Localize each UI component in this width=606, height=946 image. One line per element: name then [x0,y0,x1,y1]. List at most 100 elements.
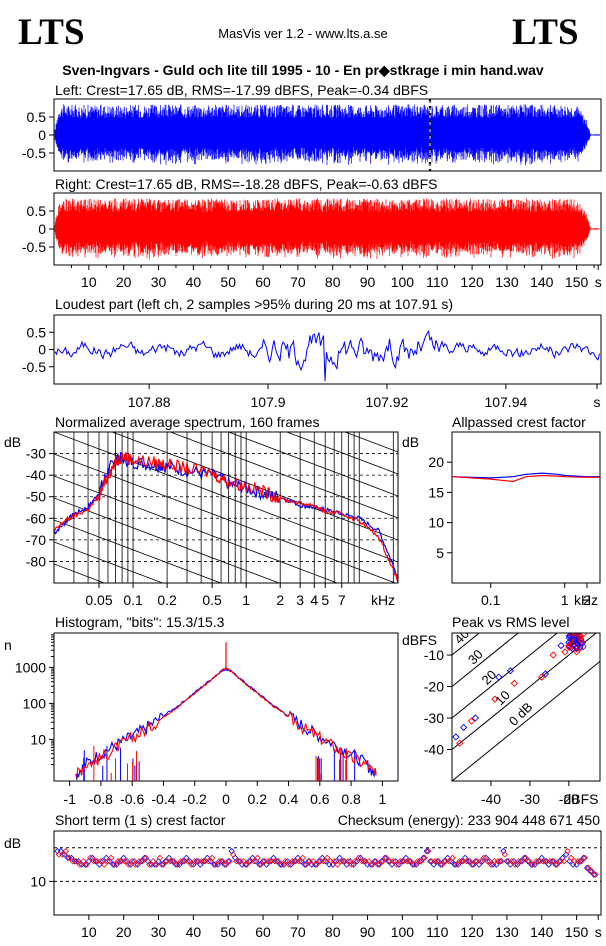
short-crest-point-right [344,858,352,865]
short-crest-point-left [434,858,441,865]
short-crest-point-right [320,858,327,865]
peak-rms-cluster-point [576,639,584,647]
spectrum-xtick-label: 0.2 [157,592,177,608]
short-crest-xtick-label: 150 [565,924,589,940]
short-crest-point-right [351,858,359,865]
short-crest-point-right [226,858,233,865]
short-crest-point-right [567,854,575,862]
time-xtick-label: 110 [426,274,449,290]
peak-rms-point-right [537,673,546,681]
short-crest-point-right [383,854,390,862]
short-crest-point-right [310,858,317,865]
peak-rms-xtick-label: -20 [559,791,579,807]
peak-rms-point-right [456,739,464,747]
short-crest-point-left [301,861,309,868]
peak-rms-point-left [557,641,565,650]
short-crest-point-left [583,864,591,872]
crest-series-right [451,474,600,483]
peak-rms-point-left [460,723,468,732]
spectrum-xtick-label: 0.5 [202,592,222,608]
time-xtick-label: 140 [530,274,554,290]
histogram-xtick-label: 0.2 [248,791,268,807]
loudest-part-panel: 0.5 0-0.5 107.88 107.9 107.92 107.94 s [22,314,602,410]
short-crest-title: Short term (1 s) crest factor [55,812,226,828]
short-crest-point-left [235,858,242,865]
short-crest-point-right [369,861,376,868]
loudest-ytick-label: 0 [38,342,46,358]
short-crest-point-right [372,858,380,865]
loudest-xtick-label: 107.9 [251,394,286,410]
time-xtick-label: 120 [460,274,484,290]
short-crest-point-left [517,858,525,865]
short-crest-point-left [458,858,465,865]
short-crest-xtick-label: 30 [151,924,167,940]
right-waveform-trace [54,198,600,260]
short-crest-point-right [97,858,104,865]
short-crest-point-right [146,861,153,868]
short-crest-xtick-label: 50 [220,924,236,940]
spectrum-slope-line [54,541,164,583]
spectrum-frame [53,431,399,584]
short-crest-xtick-label: 10 [81,924,97,940]
spectrum-slope-line [54,519,222,583]
right-waveform-panel: 0.5 0 -0.5 10 20 30 40 50 60 70 80 90 100 110 120 130 14… [22,192,602,290]
short-crest-xtick-label: 100 [391,924,415,940]
short-crest-point-right [550,858,557,865]
short-crest-xtick-label: 40 [186,924,202,940]
peak-rms-point-left [471,714,480,722]
short-crest-xtick-label: 70 [290,924,306,940]
right-waveform-ytick-label: 0 [38,221,46,237]
short-crest-point-right [365,858,373,865]
short-crest-point-right [393,861,400,868]
time-xtick-label: 30 [151,274,167,290]
spectrum-title: Normalized average spectrum, 160 frames [55,414,320,430]
short-crest-point-left [340,858,347,865]
short-crest-point-left [399,858,406,865]
short-crest-point-left [427,858,434,865]
spectrum-xtick-label: 3 [296,592,304,608]
short-crest-point-right [355,854,362,862]
short-crest-xtick-label: 60 [255,924,271,940]
time-xtick-label: 70 [290,274,306,290]
short-crest-point-right [484,858,491,865]
short-crest-point-right [156,854,164,862]
short-crest-xtick-label: 90 [360,924,376,940]
peak-rms-point-right [491,695,499,703]
crest-xtick-label: 2 [583,592,591,608]
peak-rms-point-right [572,648,581,656]
short-crest-point-right [250,858,258,865]
spectrum-ytick-label: -70 [26,532,46,548]
spectrum-xtick-label: 7 [338,592,346,608]
histogram-ylabel: n [4,637,12,653]
histogram-xtick-label: 0.6 [310,791,330,807]
short-crest-point-right [101,861,108,868]
spectrum-slope-line [169,432,398,519]
short-crest-point-right [477,858,484,865]
short-crest-point-left [169,858,176,865]
crest-ytick-label: 5 [436,545,444,561]
short-crest-point-right [80,858,87,865]
spectrum-slope-line [54,453,397,583]
short-crest-point-right [111,861,118,868]
short-crest-point-left [291,858,298,865]
short-crest-xtick-label: s [595,924,602,940]
peak-rms-cluster-point [578,637,586,645]
spectrum-ytick-label: -60 [26,510,46,526]
short-crest-frame [53,830,602,916]
spectrum-slope-line [227,432,398,497]
spectrum-grid [54,432,398,583]
spectrum-ytick-label: -30 [26,446,46,462]
short-crest-point-right [421,854,428,862]
spectrum-slope-line [54,497,281,583]
short-crest-point-left [576,858,584,865]
spectrum-ytick-label: -40 [26,467,46,483]
short-crest-point-right [592,871,599,878]
short-crest-point-right [585,864,592,872]
spectrum-xtick-label: 2 [276,592,284,608]
peak-rms-title: Peak vs RMS level [452,614,569,630]
short-crest-point-left [193,858,201,865]
peak-rms-point-right [510,679,518,688]
short-crest-point-right [282,858,289,865]
short-crest-point-right [142,854,150,862]
